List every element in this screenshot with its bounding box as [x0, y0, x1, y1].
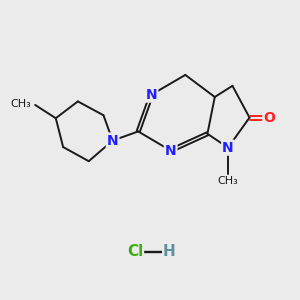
Text: CH₃: CH₃: [218, 176, 238, 186]
Text: N: N: [165, 144, 176, 158]
Text: H: H: [163, 244, 175, 259]
Text: CH₃: CH₃: [10, 99, 31, 110]
Text: N: N: [107, 134, 118, 148]
Text: Cl: Cl: [127, 244, 143, 259]
Text: O: O: [263, 111, 275, 124]
Text: N: N: [222, 141, 234, 154]
Text: N: N: [146, 88, 157, 102]
